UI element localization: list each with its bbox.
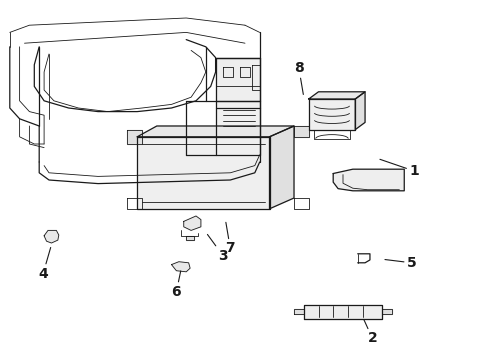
Polygon shape	[294, 309, 304, 315]
Polygon shape	[186, 236, 194, 240]
Polygon shape	[184, 216, 201, 230]
Polygon shape	[216, 58, 260, 101]
Polygon shape	[294, 126, 309, 137]
Polygon shape	[270, 126, 294, 209]
Text: 1: 1	[380, 159, 419, 178]
Text: 3: 3	[207, 234, 228, 262]
Text: 4: 4	[38, 247, 50, 280]
Polygon shape	[382, 309, 392, 315]
Polygon shape	[309, 99, 355, 130]
Polygon shape	[127, 130, 142, 144]
Text: 8: 8	[294, 62, 304, 94]
Polygon shape	[304, 305, 382, 319]
Text: 7: 7	[225, 222, 235, 255]
Polygon shape	[309, 92, 365, 99]
Polygon shape	[333, 169, 404, 191]
Text: 5: 5	[385, 256, 416, 270]
Text: 2: 2	[364, 319, 377, 345]
Polygon shape	[44, 230, 59, 243]
Text: 6: 6	[172, 271, 181, 298]
Polygon shape	[172, 262, 190, 272]
Polygon shape	[355, 92, 365, 130]
Polygon shape	[137, 137, 270, 209]
Polygon shape	[216, 101, 260, 155]
Polygon shape	[137, 126, 294, 137]
